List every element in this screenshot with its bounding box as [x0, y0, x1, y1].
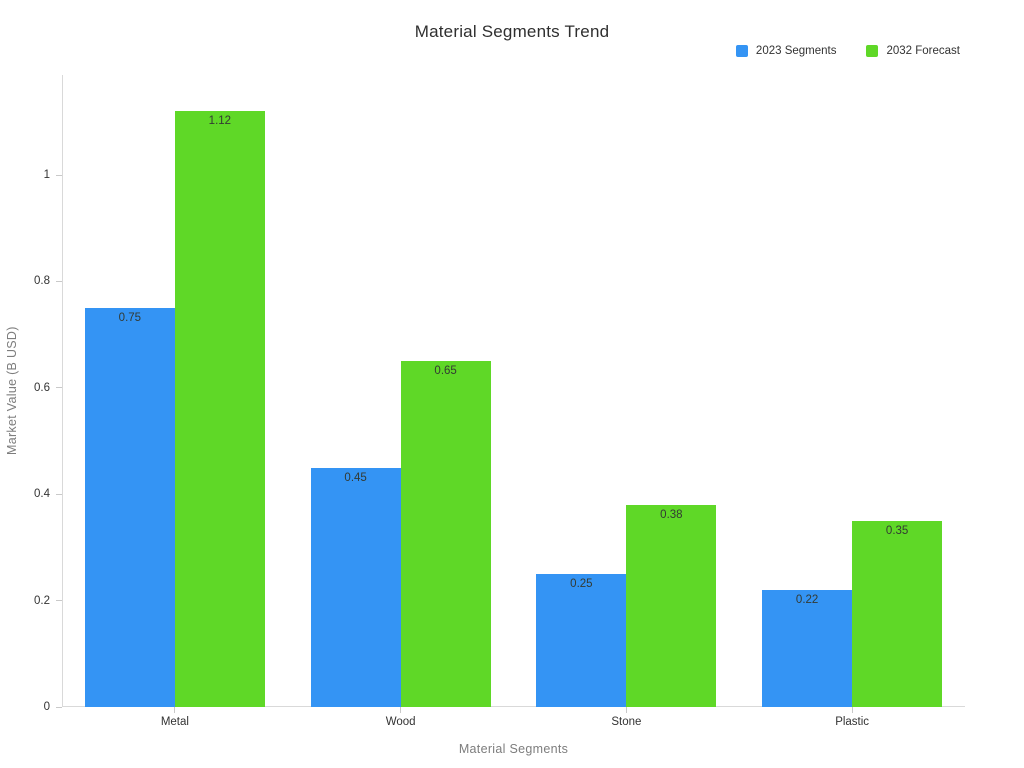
bar-2032-forecast-metal[interactable]: 1.12	[174, 111, 265, 707]
bar-2023-segments-metal[interactable]: 0.75	[84, 308, 175, 707]
y-tick-label: 1	[43, 169, 50, 182]
y-tick-mark	[56, 387, 62, 389]
legend-swatch	[866, 45, 879, 57]
bar-value-label: 0.45	[344, 471, 367, 484]
x-tick-label-plastic: Plastic	[835, 716, 870, 728]
bar-value-label: 0.22	[795, 593, 819, 606]
bar-2023-segments-wood[interactable]: 0.45	[310, 467, 401, 707]
y-tick-label: 0.2	[34, 594, 50, 607]
bar-value-label: 0.35	[885, 524, 909, 537]
x-axis-title: Material Segments	[458, 742, 569, 756]
bar-2032-forecast-wood[interactable]: 0.65	[400, 361, 491, 707]
y-tick-mark	[56, 600, 62, 602]
y-tick-mark	[56, 174, 62, 176]
bar-2023-segments-plastic[interactable]: 0.22	[762, 589, 853, 707]
chart-title: Material Segments Trend	[414, 22, 610, 41]
legend-swatch	[735, 45, 748, 57]
bar-value-label: 0.38	[660, 508, 683, 521]
x-tick-mark	[174, 707, 176, 713]
x-tick-label-stone: Stone	[611, 716, 642, 728]
legend-label: 2032 Forecast	[886, 45, 960, 57]
bar-value-label: 0.25	[570, 578, 593, 591]
y-axis-line	[62, 75, 63, 707]
y-tick-mark	[56, 493, 62, 495]
y-tick-label: 0.6	[34, 381, 50, 394]
bar-value-label: 1.12	[208, 115, 232, 128]
legend-label: 2023 Segments	[755, 45, 837, 57]
bar-value-label: 0.75	[118, 312, 142, 325]
y-tick-mark	[56, 280, 62, 282]
plot-area: 0 0.2 0.4 0.6 0.8 1 Metal 0.75 1.12 Wood 0.45 0.65 S…	[34, 75, 965, 728]
x-axis-line	[62, 706, 965, 707]
y-tick-label: 0.4	[34, 488, 50, 501]
x-tick-label-wood: Wood	[385, 716, 416, 728]
y-tick-label: 0	[43, 701, 50, 713]
y-tick-label: 0.8	[34, 275, 50, 288]
legend: 2023 Segments 2032 Forecast	[735, 45, 960, 57]
x-tick-mark	[625, 707, 627, 713]
bar-2032-forecast-plastic[interactable]: 0.35	[852, 520, 943, 707]
x-tick-mark	[400, 707, 402, 713]
legend-item-2023-segments[interactable]: 2023 Segments	[735, 45, 837, 57]
bar-value-label: 0.65	[434, 365, 457, 378]
x-tick-mark	[851, 707, 853, 713]
bar-2032-forecast-stone[interactable]: 0.38	[626, 504, 717, 707]
y-tick-mark	[56, 706, 62, 708]
x-tick-label-metal: Metal	[160, 716, 189, 728]
bar-2023-segments-stone[interactable]: 0.25	[536, 574, 627, 707]
y-axis-title: Market Value (B USD)	[5, 326, 19, 456]
legend-item-2032-forecast[interactable]: 2032 Forecast	[866, 45, 960, 57]
